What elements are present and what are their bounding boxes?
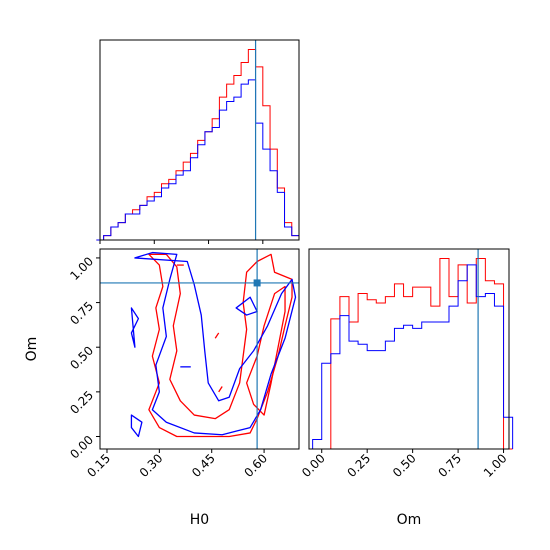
contour-red-2 [214,332,220,339]
contour-yticks: 0.00 0.25 0.50 0.75 1.00 [67,254,100,462]
hist-series-blue [312,264,514,449]
hist-om-xticks: 0.00 0.25 0.50 0.75 1.00 [299,449,510,480]
x-tick-label: 0.00 [299,451,328,480]
hist-h0-xticks [99,240,264,244]
x-axis-label-om: Om [397,512,422,528]
contour-blue-0 [134,251,297,436]
hist-h0-series [96,49,300,241]
x-tick-label: 0.45 [189,451,218,480]
x-tick-label: 0.75 [435,451,464,480]
x-tick-label: 0.25 [345,451,374,480]
x-tick-label: 0.15 [84,451,113,480]
y-tick-label: 0.75 [67,299,96,328]
hist-series-blue [96,79,300,241]
contour-truth-marker [253,279,261,287]
y-tick-label: 0.00 [67,433,96,462]
y-axis-label-om: Om [24,337,40,362]
hist-om-series [312,258,514,450]
hist-om-frame [308,248,510,450]
contour-frame [99,248,300,450]
contour-blue-3 [235,296,258,316]
hist-series-red [96,49,300,241]
contour-h0-om-panel: 0.15 0.30 0.45 0.60 0.00 0.25 0.50 0.75 1.00 H0… [24,248,300,528]
x-axis-label-h0: H0 [190,512,209,528]
hist-h0-frame [99,39,300,241]
contour-blue-2 [130,414,143,438]
contour-red-0 [148,253,293,438]
contour-red-3 [218,386,223,393]
hist-om-panel: 0.00 0.25 0.50 0.75 1.00 Om [299,248,514,528]
hist-series-red [312,258,513,450]
contour-series [130,251,297,438]
y-tick-label: 1.00 [67,254,96,283]
hist-h0-panel [96,39,300,244]
contour-blue-1 [130,307,140,348]
contour-xticks: 0.15 0.30 0.45 0.60 [84,449,270,480]
x-tick-label: 0.60 [241,451,270,480]
x-tick-label: 0.30 [137,451,166,480]
x-tick-label: 0.50 [390,451,419,480]
y-tick-label: 0.50 [67,343,96,372]
x-tick-label: 1.00 [481,451,510,480]
y-tick-label: 0.25 [67,388,96,417]
